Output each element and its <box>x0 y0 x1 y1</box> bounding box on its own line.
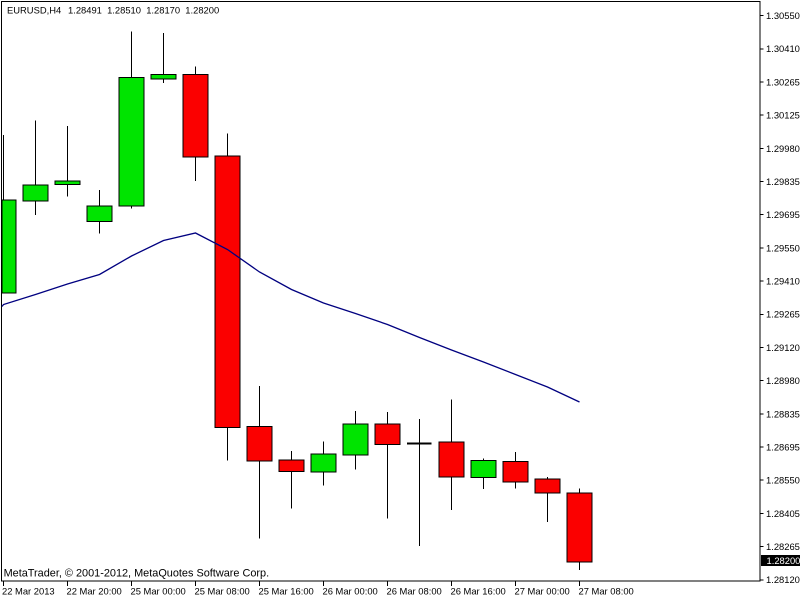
svg-text:1.29980: 1.29980 <box>766 143 800 154</box>
svg-text:1.28835: 1.28835 <box>766 408 800 419</box>
svg-text:1.29120: 1.29120 <box>766 342 800 353</box>
svg-text:1.28265: 1.28265 <box>766 541 800 552</box>
svg-text:1.28200: 1.28200 <box>767 555 800 566</box>
svg-text:1.29265: 1.29265 <box>766 309 800 320</box>
svg-text:1.29410: 1.29410 <box>766 276 800 287</box>
svg-text:1.30550: 1.30550 <box>766 10 800 21</box>
svg-text:1.28695: 1.28695 <box>766 441 800 452</box>
svg-text:25 Mar 16:00: 25 Mar 16:00 <box>259 586 314 597</box>
svg-text:1.30410: 1.30410 <box>766 43 800 54</box>
svg-text:25 Mar 00:00: 25 Mar 00:00 <box>131 586 186 597</box>
svg-text:27 Mar 00:00: 27 Mar 00:00 <box>515 586 570 597</box>
svg-text:27 Mar 08:00: 27 Mar 08:00 <box>579 586 634 597</box>
svg-text:1.28491 1.28510 1.28170 1.2: 1.28491 1.28510 1.28170 1.28200 <box>68 5 219 16</box>
svg-text:1.29550: 1.29550 <box>766 242 800 253</box>
svg-text:22 Mar 2013: 22 Mar 2013 <box>2 586 55 597</box>
svg-text:1.28980: 1.28980 <box>766 375 800 386</box>
svg-text:26 Mar 00:00: 26 Mar 00:00 <box>323 586 378 597</box>
svg-text:EURUSD,H4: EURUSD,H4 <box>7 5 61 16</box>
svg-text:1.28550: 1.28550 <box>766 475 800 486</box>
svg-text:26 Mar 16:00: 26 Mar 16:00 <box>451 586 506 597</box>
svg-text:MetaTrader, © 2001-2012, MetaQ: MetaTrader, © 2001-2012, MetaQuotes Soft… <box>4 568 270 580</box>
svg-text:22 Mar 20:00: 22 Mar 20:00 <box>67 586 122 597</box>
svg-text:1.30265: 1.30265 <box>766 76 800 87</box>
svg-text:1.30125: 1.30125 <box>766 110 800 121</box>
svg-text:1.28405: 1.28405 <box>766 508 800 519</box>
svg-text:26 Mar 08:00: 26 Mar 08:00 <box>387 586 442 597</box>
svg-text:1.29695: 1.29695 <box>766 209 800 220</box>
svg-text:1.28120: 1.28120 <box>766 574 800 585</box>
svg-text:25 Mar 08:00: 25 Mar 08:00 <box>195 586 250 597</box>
svg-text:1.29835: 1.29835 <box>766 176 800 187</box>
